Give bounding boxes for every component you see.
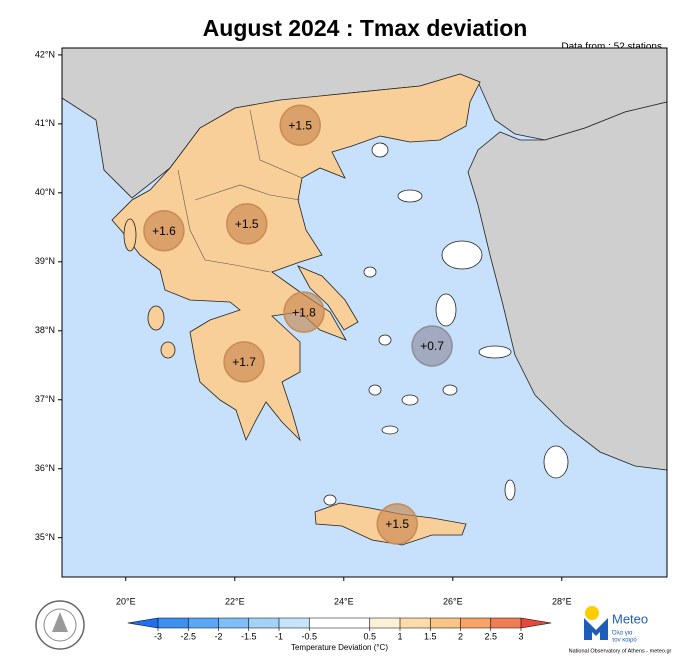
logo: Meteo Όλα για τον καιρό National Observa… <box>569 606 672 654</box>
island <box>478 345 512 359</box>
station-label: +1.5 <box>288 118 312 132</box>
colorbar-over <box>521 618 552 628</box>
colorbar-bin <box>309 618 370 628</box>
colorbar-tick-label: -1 <box>275 631 283 641</box>
colorbar-label: Temperature Deviation (°C) <box>291 643 388 652</box>
island <box>543 445 569 479</box>
x-tick-label: 28°E <box>552 596 572 606</box>
colorbar-bin <box>248 618 279 628</box>
x-tick-label: 24°E <box>334 596 354 606</box>
island <box>397 189 423 203</box>
seal <box>35 600 85 650</box>
station-marker <box>376 503 418 545</box>
logo-tagline: Όλα για <box>611 631 633 637</box>
region-border <box>194 184 301 201</box>
colorbar-tick-label: 2.5 <box>484 631 497 641</box>
colorbar-bin <box>218 618 249 628</box>
island <box>160 341 176 359</box>
station-marker <box>223 341 265 383</box>
island <box>381 425 399 435</box>
map-area <box>61 47 668 578</box>
colorbar-bin <box>400 618 431 628</box>
y-tick-label: 41°N <box>35 118 55 128</box>
island <box>401 394 419 406</box>
region-border <box>177 169 271 273</box>
station-label: +1.5 <box>385 517 409 531</box>
colorbar-tick-label: 1.5 <box>424 631 437 641</box>
x-tick-label: 20°E <box>116 596 136 606</box>
station-label: +1.8 <box>292 305 316 319</box>
map-frame <box>61 47 668 578</box>
y-tick-label: 40°N <box>35 187 55 197</box>
island <box>368 384 382 396</box>
y-tick-label: 36°N <box>35 463 55 473</box>
colorbar-tick-label: 1 <box>397 631 402 641</box>
station-marker <box>279 104 321 146</box>
y-tick-label: 38°N <box>35 325 55 335</box>
station-label: +0.7 <box>420 339 444 353</box>
colorbar-tick-label: -2.5 <box>180 631 196 641</box>
colorbar-tick-label: 3 <box>518 631 523 641</box>
seal-inner <box>43 608 77 642</box>
euboea <box>297 265 359 331</box>
title: August 2024 : Tmax deviation <box>203 15 528 41</box>
colorbar-bin <box>279 618 310 628</box>
station-label: +1.5 <box>235 217 259 231</box>
y-tick-label: 39°N <box>35 256 55 266</box>
island <box>323 494 337 506</box>
colorbar-bin <box>460 618 491 628</box>
logo-tagline: τον καιρό <box>612 637 637 644</box>
subtitle: Data from : 52 stations <box>561 42 662 53</box>
seal-ring <box>35 600 85 650</box>
station-marker <box>143 210 185 252</box>
x-tick-label: 22°E <box>225 596 245 606</box>
y-tick-label: 37°N <box>35 394 55 404</box>
colorbar-under <box>127 618 158 628</box>
logo-name: Meteo <box>612 611 648 626</box>
station-marker <box>226 203 268 245</box>
colorbar-tick-label: -0.5 <box>301 631 317 641</box>
colorbar-tick-label: 0.5 <box>363 631 376 641</box>
island <box>123 218 137 252</box>
region-border <box>249 109 303 179</box>
colorbar-bin <box>490 618 521 628</box>
station-label: +1.6 <box>152 224 176 238</box>
island <box>441 240 483 270</box>
colorbar-tick-label: -2 <box>214 631 222 641</box>
colorbar-tick-label: 2 <box>458 631 463 641</box>
x-tick-label: 26°E <box>443 596 463 606</box>
logo-footer: National Observatory of Athens - meteo.g… <box>569 648 672 654</box>
island <box>371 142 389 158</box>
island <box>147 305 165 331</box>
y-tick-label: 42°N <box>35 49 55 59</box>
logo-mark <box>584 618 608 640</box>
colorbar-tick-label: -1.5 <box>241 631 257 641</box>
station-marker <box>283 291 325 333</box>
turkey <box>467 101 668 471</box>
colorbar-bin <box>188 618 219 628</box>
island <box>435 293 457 327</box>
colorbar-bin <box>369 618 400 628</box>
colorbar-bin <box>430 618 461 628</box>
logo-sun <box>585 606 599 620</box>
station-marker <box>411 325 453 367</box>
colorbar-tick-label: -3 <box>154 631 162 641</box>
y-tick-label: 35°N <box>35 532 55 542</box>
island <box>378 334 392 346</box>
colorbar-bin <box>158 618 189 628</box>
island <box>442 384 458 396</box>
island <box>363 266 377 278</box>
seal-figure <box>52 612 68 632</box>
island <box>504 479 516 501</box>
station-label: +1.7 <box>232 355 256 369</box>
